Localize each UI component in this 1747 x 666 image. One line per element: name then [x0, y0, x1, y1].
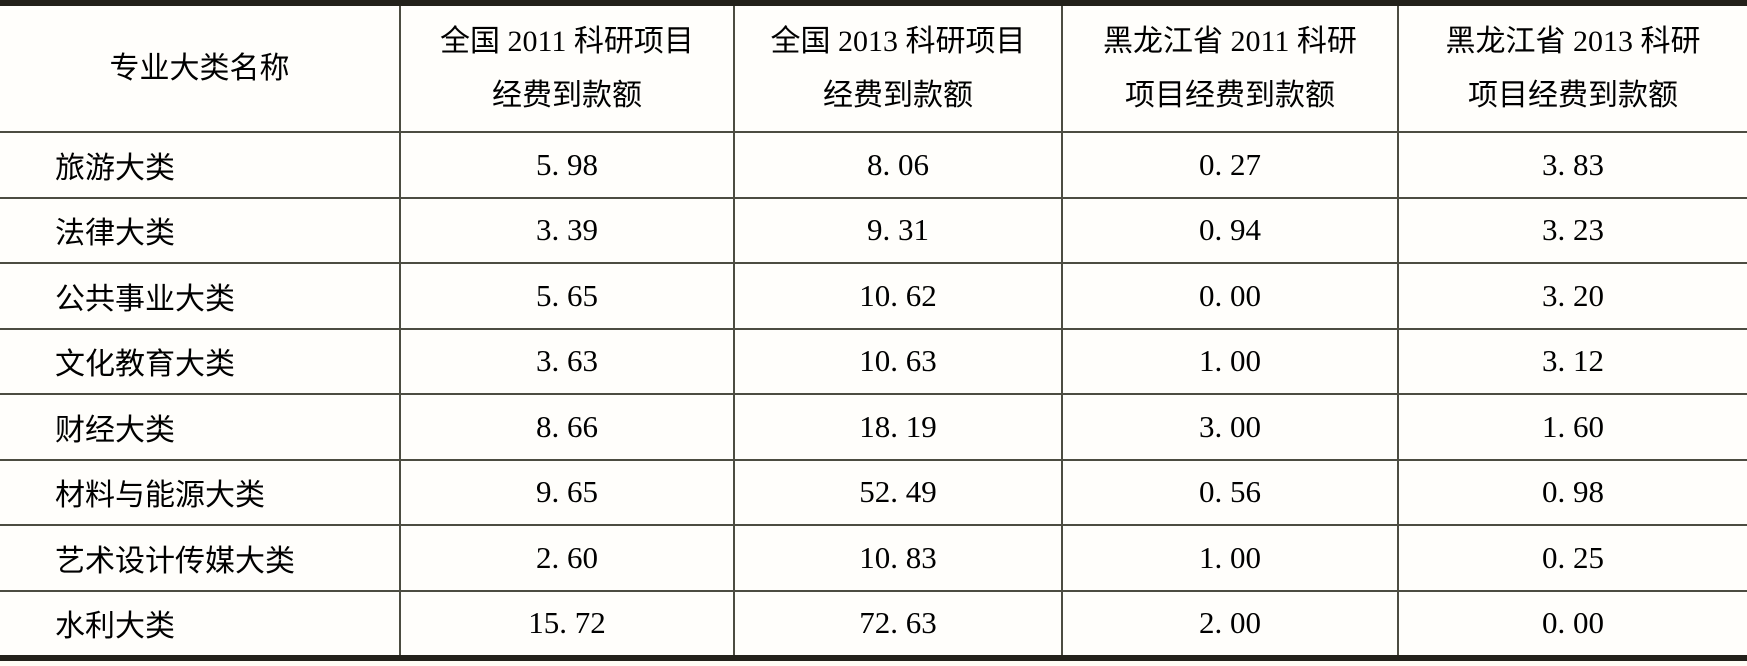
row-label: 法律大类: [0, 197, 400, 264]
row-label: 财经大类: [0, 394, 400, 461]
table-row: 公共事业大类 5. 65 10. 62 0. 00 3. 20: [0, 263, 1747, 330]
header-text: 黑龙江省 2011 科研: [1103, 24, 1357, 58]
value-cell: 72. 63: [733, 590, 1062, 659]
value-cell: 9. 65: [399, 459, 734, 526]
value-cell: 2. 00: [1061, 590, 1398, 659]
value-cell: 52. 49: [733, 459, 1062, 526]
table-row: 财经大类 8. 66 18. 19 3. 00 1. 60: [0, 394, 1747, 461]
value-cell: 5. 98: [399, 132, 734, 199]
value-cell: 5. 65: [399, 263, 734, 330]
table-row: 艺术设计传媒大类 2. 60 10. 83 1. 00 0. 25: [0, 525, 1747, 592]
value-cell: 0. 94: [1061, 197, 1398, 264]
value-cell: 18. 19: [733, 394, 1062, 461]
value-cell: 1. 00: [1061, 328, 1398, 395]
row-label: 艺术设计传媒大类: [0, 525, 400, 592]
value-cell: 3. 00: [1061, 394, 1398, 461]
value-cell: 10. 63: [733, 328, 1062, 395]
value-cell: 9. 31: [733, 197, 1062, 264]
header-text: 黑龙江省 2013 科研: [1445, 24, 1701, 58]
row-label: 水利大类: [0, 590, 400, 659]
header-text: 全国 2013 科研项目: [770, 24, 1026, 58]
value-cell: 1. 00: [1061, 525, 1398, 592]
value-cell: 3. 63: [399, 328, 734, 395]
header-row: 专业大类名称 全国 2011 科研项目 经费到款额 全国 2013 科研项目 经…: [0, 3, 1747, 133]
header-text: 项目经费到款额: [1468, 78, 1678, 112]
value-cell: 0. 98: [1397, 459, 1747, 526]
header-text: 全国 2011 科研项目: [440, 24, 694, 58]
table-row: 旅游大类 5. 98 8. 06 0. 27 3. 83: [0, 132, 1747, 199]
value-cell: 3. 83: [1397, 132, 1747, 199]
value-cell: 2. 60: [399, 525, 734, 592]
value-cell: 10. 83: [733, 525, 1062, 592]
table-row: 材料与能源大类 9. 65 52. 49 0. 56 0. 98: [0, 459, 1747, 526]
header-text: 经费到款额: [492, 78, 642, 112]
value-cell: 3. 20: [1397, 263, 1747, 330]
value-cell: 3. 39: [399, 197, 734, 264]
value-cell: 0. 25: [1397, 525, 1747, 592]
row-label: 材料与能源大类: [0, 459, 400, 526]
column-header-heilongjiang-2013: 黑龙江省 2013 科研 项目经费到款额: [1397, 3, 1747, 133]
value-cell: 0. 00: [1397, 590, 1747, 659]
header-text: 项目经费到款额: [1125, 78, 1335, 112]
header-text: 专业大类名称: [109, 51, 290, 85]
header-text: 经费到款额: [823, 78, 973, 112]
value-cell: 0. 56: [1061, 459, 1398, 526]
column-header-category: 专业大类名称: [0, 3, 400, 133]
value-cell: 0. 00: [1061, 263, 1398, 330]
row-label: 公共事业大类: [0, 263, 400, 330]
table-row: 水利大类 15. 72 72. 63 2. 00 0. 00: [0, 590, 1747, 659]
table-row: 文化教育大类 3. 63 10. 63 1. 00 3. 12: [0, 328, 1747, 395]
value-cell: 10. 62: [733, 263, 1062, 330]
value-cell: 8. 06: [733, 132, 1062, 199]
column-header-national-2011: 全国 2011 科研项目 经费到款额: [399, 3, 734, 133]
column-header-national-2013: 全国 2013 科研项目 经费到款额: [733, 3, 1062, 133]
value-cell: 8. 66: [399, 394, 734, 461]
value-cell: 3. 12: [1397, 328, 1747, 395]
value-cell: 0. 27: [1061, 132, 1398, 199]
column-header-heilongjiang-2011: 黑龙江省 2011 科研 项目经费到款额: [1061, 3, 1398, 133]
row-label: 文化教育大类: [0, 328, 400, 395]
value-cell: 15. 72: [399, 590, 734, 659]
value-cell: 3. 23: [1397, 197, 1747, 264]
table-row: 法律大类 3. 39 9. 31 0. 94 3. 23: [0, 197, 1747, 264]
row-label: 旅游大类: [0, 132, 400, 199]
value-cell: 1. 60: [1397, 394, 1747, 461]
